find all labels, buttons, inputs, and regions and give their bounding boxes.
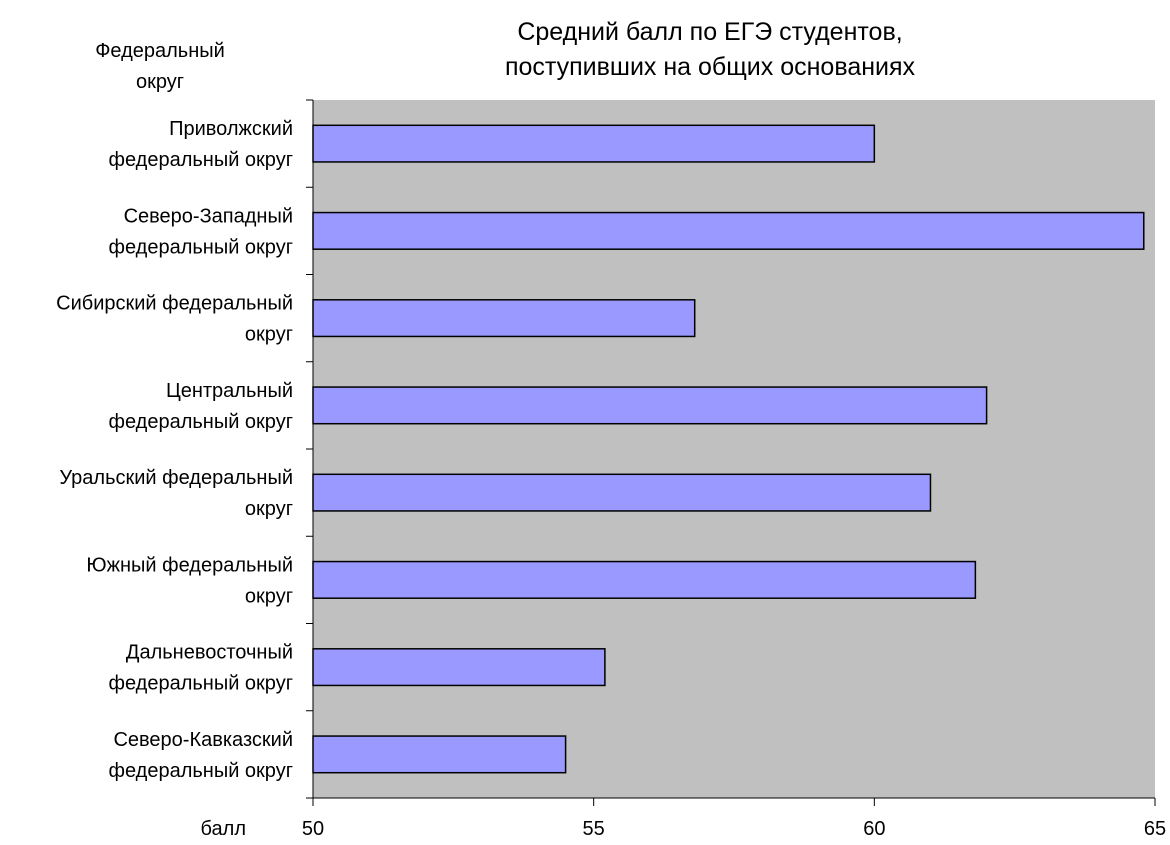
plot-area	[313, 100, 1155, 798]
x-tick-label: 55	[583, 818, 605, 840]
chart-title-line: Средний балл по ЕГЭ студентов,	[517, 18, 902, 46]
category-label-line: Северо-Кавказский	[113, 729, 293, 751]
category-label-line: округ	[245, 585, 293, 607]
category-label-line: Сибирский федеральный	[56, 293, 293, 315]
bar	[312, 735, 567, 774]
category-label-line: Дальневосточный	[126, 642, 293, 664]
category-label-line: Приволжский	[169, 118, 293, 140]
bar	[312, 473, 932, 512]
category-label-line: федеральный округ	[109, 411, 293, 433]
x-tick-label: 50	[302, 818, 324, 840]
bar	[312, 386, 988, 425]
category-label-line: Южный федеральный	[86, 554, 293, 576]
category-label-line: федеральный округ	[109, 760, 293, 782]
category-label-line: федеральный округ	[109, 149, 293, 171]
category-label-line: Уральский федеральный	[59, 467, 293, 489]
y-axis-title-line: Федеральный	[95, 40, 225, 62]
x-tick-label: 60	[863, 818, 885, 840]
category-label-line: Центральный	[166, 380, 293, 402]
bar	[312, 211, 1145, 250]
y-axis-title-line: округ	[136, 71, 184, 93]
category-label-line: федеральный округ	[109, 673, 293, 695]
bar	[312, 560, 977, 599]
bar	[312, 648, 606, 687]
category-label-line: федеральный округ	[109, 236, 293, 258]
category-label-line: Северо-Западный	[124, 205, 293, 227]
chart-title-line: поступивших на общих основаниях	[505, 53, 916, 81]
category-label-line: округ	[245, 324, 293, 346]
x-tick-label: 65	[1144, 818, 1166, 840]
bar	[312, 299, 696, 338]
bar	[312, 124, 876, 163]
x-axis-title: балл	[201, 818, 246, 840]
category-label-line: округ	[245, 498, 293, 520]
